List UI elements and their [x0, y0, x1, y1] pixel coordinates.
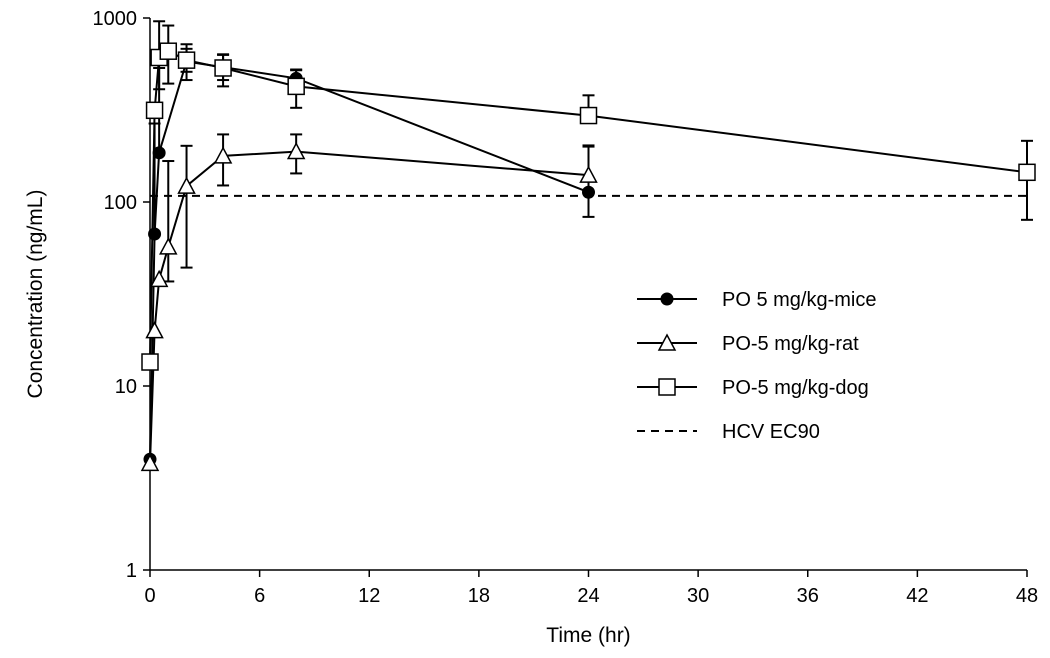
data-point-po-5-mg-kg-mice [148, 227, 162, 241]
x-tick-label: 36 [797, 585, 819, 607]
y-tick-label: 10 [115, 376, 137, 398]
error-bars [148, 20, 1033, 283]
x-tick-label: 0 [144, 585, 155, 607]
data-point-po-5-mg-kg-mice [582, 185, 595, 199]
data-point-po-5-mg-kg-dog [159, 42, 178, 60]
x-tick-label: 12 [358, 585, 380, 607]
y-tick-label: 1000 [93, 8, 138, 30]
legend-label: PO 5 mg/kg-mice [722, 289, 876, 311]
x-tick-label: 30 [687, 585, 709, 607]
y-tick-label: 100 [104, 192, 137, 214]
data-point-po-5-mg-kg-rat [159, 237, 178, 255]
data-point-po-5-mg-kg-dog [1018, 163, 1036, 182]
legend-label: PO-5 mg/kg-rat [722, 333, 859, 355]
legend-label: PO-5 mg/kg-dog [722, 377, 869, 399]
data-point-po-5-mg-kg-dog [214, 59, 232, 77]
x-tick-label: 48 [1016, 585, 1038, 607]
series-line-po-5-mg-kg-mice [149, 60, 589, 460]
y-tick-label: 1 [126, 560, 137, 582]
legend-label: HCV EC90 [722, 421, 820, 443]
series-line-po-5-mg-kg-rat [149, 150, 589, 464]
data-point-po-5-mg-kg-mice [152, 146, 166, 160]
axes: 0 6 12 18 24 30 36 42 48 1 10 100 1000 [93, 8, 1039, 607]
data-point-po-5-mg-kg-dog [287, 77, 305, 96]
data-point-po-5-mg-kg-rat [145, 321, 164, 339]
x-tick-label: 42 [906, 585, 928, 607]
x-tick-label: 18 [468, 585, 490, 607]
y-axis-title: Concentration (ng/mL) [24, 190, 47, 399]
data-point-po-5-mg-kg-dog [579, 106, 598, 125]
data-point-po-5-mg-kg-rat [140, 453, 160, 472]
series-markers [140, 42, 1036, 472]
x-tick-label: 24 [577, 585, 599, 607]
data-point-po-5-mg-kg-dog [141, 353, 159, 371]
x-axis-title: Time (hr) [546, 624, 630, 647]
data-point-po-5-mg-kg-dog [145, 101, 164, 120]
x-tick-label: 6 [254, 585, 265, 607]
legend-marker [658, 378, 676, 396]
data-point-po-5-mg-kg-dog [177, 51, 196, 69]
data-point-po-5-mg-kg-rat [149, 269, 169, 288]
data-point-po-5-mg-kg-rat [213, 146, 233, 164]
data-point-po-5-mg-kg-rat [177, 176, 196, 194]
legend-marker [660, 292, 674, 306]
data-point-po-5-mg-kg-rat [579, 165, 598, 183]
legend: PO 5 mg/kg-mice PO-5 mg/kg-rat PO-5 mg/kg-… [637, 289, 876, 443]
legend-marker [657, 333, 677, 351]
data-point-po-5-mg-kg-rat [286, 141, 306, 160]
